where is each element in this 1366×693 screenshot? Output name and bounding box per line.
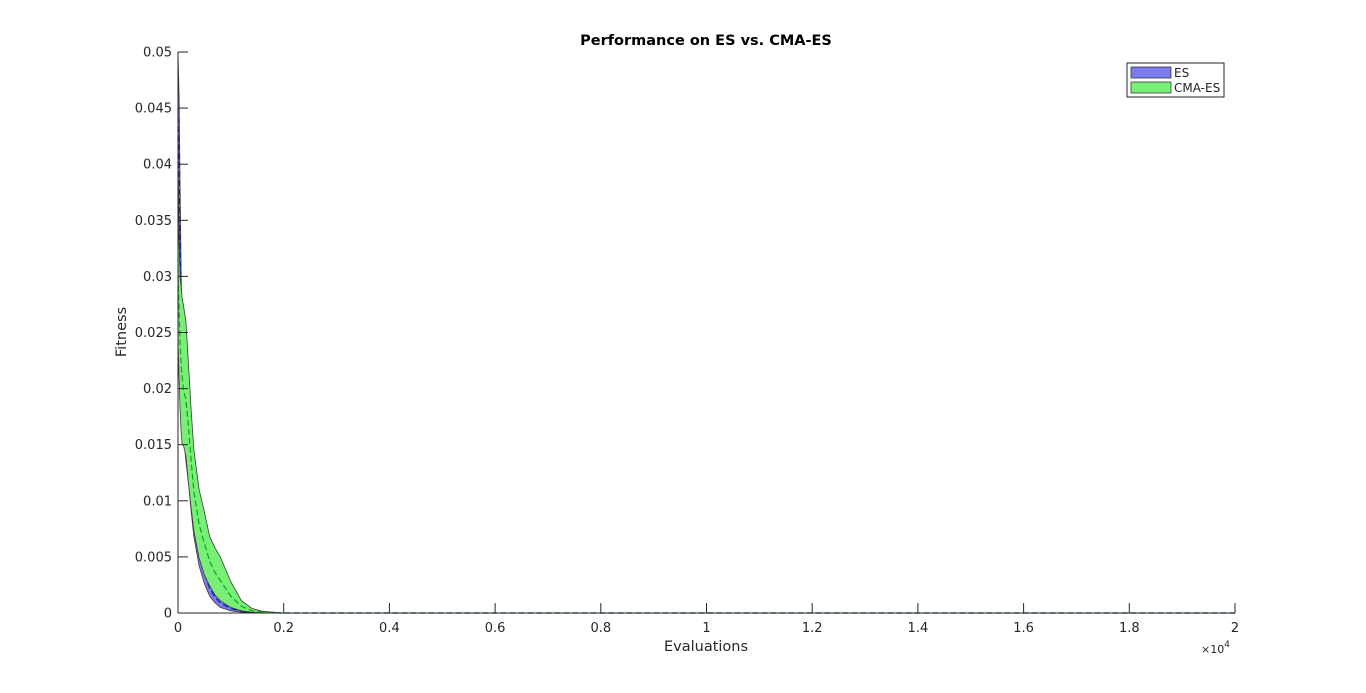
series-upper-line-cma-es (177, 220, 1235, 614)
legend-swatch-cma-es[interactable] (1130, 81, 1172, 94)
x-tick-label: 2 (1231, 621, 1239, 636)
y-tick-label: 0.045 (135, 102, 172, 117)
chart-title: Performance on ES vs. CMA-ES (580, 33, 832, 49)
y-tick-label: 0.005 (135, 550, 172, 565)
x-tick-label: 1.8 (1119, 621, 1140, 636)
x-exponent-power: 4 (1224, 640, 1230, 650)
y-tick-label: 0.04 (143, 158, 172, 173)
x-tick-label: 1.6 (1013, 621, 1034, 636)
y-tick-label: 0.035 (135, 214, 172, 229)
axes: 0 0.2 0.4 0.6 0.8 1 1.2 1.4 1.6 1.8 2 0 0.005 0.01 0.0… (135, 46, 1239, 637)
series-lower-line-cma-es (177, 343, 1235, 614)
y-tick-label: 0 (164, 607, 172, 622)
series-upper-line-es (177, 51, 1235, 614)
y-tick-label: 0.015 (135, 438, 172, 453)
legend-label-cma-es[interactable]: CMA-ES (1174, 81, 1220, 95)
svg-text:×104: ×104 (1201, 640, 1230, 656)
legend-label-es[interactable]: ES (1174, 66, 1189, 80)
y-tick-label: 0.02 (143, 382, 172, 397)
x-exponent-base: ×10 (1201, 643, 1224, 656)
y-axis-label: Fitness (114, 307, 130, 357)
y-tick-label: 0.025 (135, 326, 172, 341)
series-band-es (178, 52, 1235, 613)
x-tick-label: 0.4 (379, 621, 400, 636)
x-tick-label: 1 (702, 621, 710, 636)
x-axis-label: Evaluations (664, 639, 748, 655)
x-tick-label: 0.8 (590, 621, 611, 636)
series-mean-line-es (177, 108, 1235, 614)
x-tick-label: 0.2 (273, 621, 294, 636)
series-lower-line-es (177, 164, 1235, 614)
x-tick-label: 1.4 (908, 621, 929, 636)
x-tick-label: 1.2 (802, 621, 823, 636)
legend-swatch-es[interactable] (1130, 66, 1172, 79)
plot-area (177, 51, 1235, 614)
series-band-cma-es (178, 220, 1235, 614)
series-mean-line-cma-es (177, 276, 1235, 614)
y-tick-label: 0.05 (143, 46, 172, 61)
y-tick-label: 0.03 (143, 270, 172, 285)
x-tick-label: 0.6 (485, 621, 506, 636)
x-axis-exponent: ×104 (1201, 640, 1230, 656)
x-tick-label: 0 (174, 621, 182, 636)
y-tick-label: 0.01 (143, 494, 172, 509)
